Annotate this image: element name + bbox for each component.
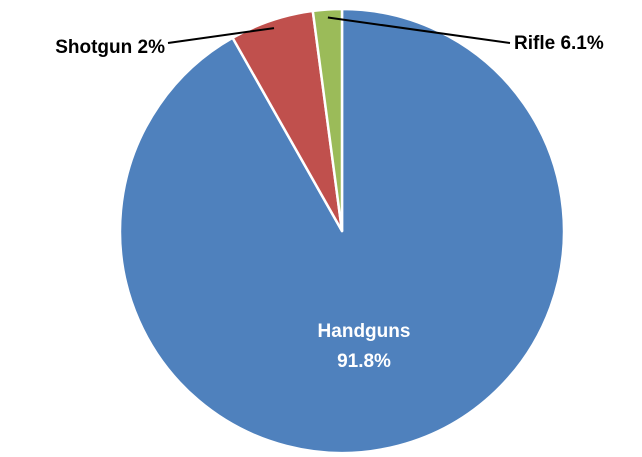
leader-lines <box>167 16 511 44</box>
slice-label-rifle: Rifle 6.1% <box>514 33 604 54</box>
slice-labels: Handguns 91.8% Shotgun 2% Rifle 6.1% <box>55 33 604 372</box>
leader-line-rifle <box>327 16 511 44</box>
slice-label-name-handguns: Handguns <box>318 321 411 342</box>
slice-label-value-handguns: 91.8% <box>337 351 391 372</box>
slice-label-shotgun: Shotgun 2% <box>55 37 165 58</box>
pie-slices <box>118 7 566 455</box>
pie-slice-rifle <box>311 7 344 233</box>
leader-line-shotgun <box>167 27 275 44</box>
